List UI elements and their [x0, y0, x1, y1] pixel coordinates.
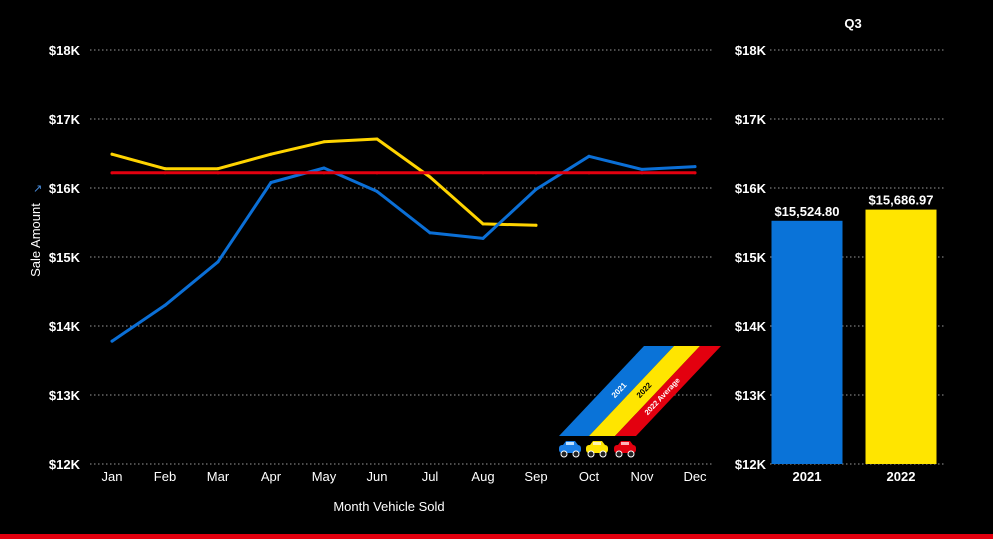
data-point-2022-average: [481, 171, 485, 175]
data-point-2021: [216, 260, 220, 264]
line-chart-y-tick-label: $15K: [49, 250, 81, 265]
line-chart-y-tick-label: $18K: [49, 43, 81, 58]
data-point-2022-average: [534, 171, 538, 175]
bar-chart-y-tick-label: $17K: [735, 112, 767, 127]
data-point-2022: [322, 140, 326, 144]
bottom-accent-bar: [0, 534, 993, 539]
data-point-2022-average: [693, 171, 697, 175]
line-chart-x-tick-label: Jun: [367, 469, 388, 484]
data-point-2022-average: [640, 171, 644, 175]
data-point-2021: [587, 154, 591, 158]
series-line-2022: [110, 137, 538, 227]
series-line-2021: [110, 154, 697, 343]
legend-stripe-2022: [589, 346, 700, 436]
line-chart-x-tick-label: Jul: [422, 469, 439, 484]
bar-chart-bars: $15,524.80 2021 $15,686.97 2022: [771, 193, 937, 484]
bar-chart-y-tick-label: $18K: [735, 43, 767, 58]
data-point-2021: [110, 339, 114, 343]
line-chart-x-tick-label: Dec: [683, 469, 707, 484]
data-point-2022: [163, 167, 167, 171]
bar-chart-y-tick-label: $16K: [735, 181, 767, 196]
bar-chart-y-tick-label: $12K: [735, 457, 767, 472]
line-chart-x-tick-labels: Jan Feb Mar Apr May Jun Jul Aug Sep Oct Nov Dec: [102, 469, 708, 484]
bar-chart-y-tick-label: $13K: [735, 388, 767, 403]
data-point-2021: [163, 303, 167, 307]
data-point-2022-average: [375, 171, 379, 175]
q3-sale-amount-bar-chart: Q3 $12K $13K $14K $15K $16K $17K $18K $15,524.…: [735, 16, 946, 484]
data-point-2021: [640, 167, 644, 171]
line-chart-y-tick-label: $13K: [49, 388, 81, 403]
data-point-2022: [375, 137, 379, 141]
line-chart-y-tick-label: $14K: [49, 319, 81, 334]
data-point-2022-average: [110, 171, 114, 175]
line-chart-y-tick-label: $12K: [49, 457, 81, 472]
data-point-2021: [693, 165, 697, 169]
line-chart-y-tick-label: $17K: [49, 112, 81, 127]
x-axis-title: Month Vehicle Sold: [333, 499, 444, 514]
line-chart-x-tick-label: Nov: [630, 469, 654, 484]
data-point-2022: [269, 152, 273, 156]
data-point-2022-average: [163, 171, 167, 175]
car-icon-blue: [559, 441, 581, 458]
data-point-2022-average: [587, 171, 591, 175]
data-point-2021: [428, 231, 432, 235]
data-point-2022-average: [322, 171, 326, 175]
data-point-2021: [269, 180, 273, 184]
bar-chart-title: Q3: [844, 16, 861, 31]
data-point-2021: [481, 236, 485, 240]
line-chart-x-tick-label: Mar: [207, 469, 230, 484]
line-chart-x-tick-label: Oct: [579, 469, 600, 484]
data-point-2021: [322, 166, 326, 170]
bar-data-label: $15,524.80: [774, 204, 839, 219]
bar-chart-x-tick-label: 2022: [887, 469, 916, 484]
line-chart-x-tick-label: Jan: [102, 469, 123, 484]
data-point-2022: [216, 167, 220, 171]
y-axis-title: Sale Amount: [28, 203, 43, 277]
data-point-2022-average: [216, 171, 220, 175]
data-point-2021: [375, 189, 379, 193]
data-point-2022-average: [428, 171, 432, 175]
data-point-2022: [110, 152, 114, 156]
data-point-2022: [481, 222, 485, 226]
bar-chart-y-tick-labels: $12K $13K $14K $15K $16K $17K $18K: [735, 43, 767, 472]
line-chart-x-tick-label: May: [312, 469, 337, 484]
monthly-sale-amount-line-chart: $12K $13K $14K $15K $16K $17K $18K Jan Feb Mar Ap…: [28, 43, 712, 514]
bar-chart-y-tick-label: $15K: [735, 250, 767, 265]
bar-2021: [771, 220, 843, 464]
line-chart-y-tick-label: $16K: [49, 181, 81, 196]
car-icon-yellow: [586, 441, 608, 458]
legend-stripe-2022-average: [615, 346, 721, 436]
line-chart-y-tick-labels: $12K $13K $14K $15K $16K $17K $18K: [49, 43, 81, 472]
legend-stripe-2021: [559, 346, 674, 436]
line-chart-x-tick-label: Sep: [524, 469, 547, 484]
bar-chart-x-tick-label: 2021: [793, 469, 822, 484]
line-chart-x-tick-label: Feb: [154, 469, 176, 484]
line-chart-x-tick-label: Aug: [471, 469, 494, 484]
data-point-2022: [534, 223, 538, 227]
year-legend-graphic: 2021 2022 2022 Average: [559, 346, 721, 458]
data-point-2021: [534, 187, 538, 191]
line-chart-x-tick-label: Apr: [261, 469, 282, 484]
line-chart-series: [110, 137, 697, 343]
sort-icon[interactable]: ↗: [33, 183, 42, 195]
data-point-2022: [428, 175, 432, 179]
bar-chart-y-tick-label: $14K: [735, 319, 767, 334]
bar-2022: [865, 209, 937, 464]
bar-data-label: $15,686.97: [868, 193, 933, 208]
data-point-2022-average: [269, 171, 273, 175]
car-icon-red: [614, 441, 636, 458]
